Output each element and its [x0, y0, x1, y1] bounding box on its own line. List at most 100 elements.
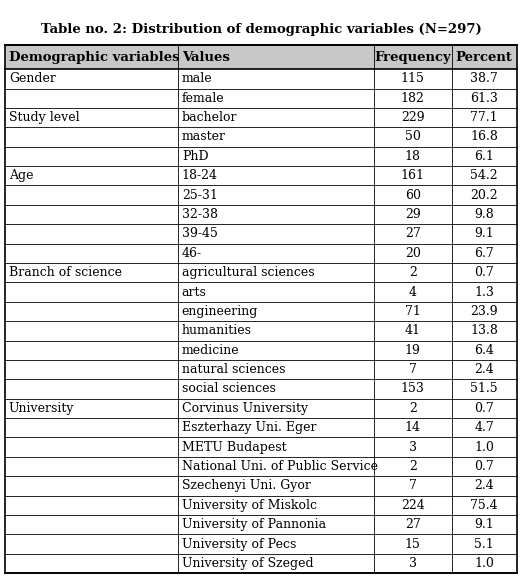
- Text: 2: 2: [409, 460, 417, 473]
- Text: University of Szeged: University of Szeged: [182, 557, 313, 570]
- Text: 0.7: 0.7: [474, 460, 494, 473]
- Text: male: male: [182, 73, 212, 85]
- Bar: [5, 495, 517, 515]
- Text: 6.1: 6.1: [474, 150, 494, 163]
- Bar: [5, 205, 517, 224]
- Text: 77.1: 77.1: [470, 111, 498, 124]
- Bar: [5, 437, 517, 457]
- Bar: [5, 554, 517, 573]
- Text: University of Miskolc: University of Miskolc: [182, 499, 317, 511]
- Text: 115: 115: [401, 73, 424, 85]
- Text: 1.3: 1.3: [474, 286, 494, 298]
- Text: 2: 2: [409, 402, 417, 415]
- Bar: [5, 108, 517, 127]
- Text: 0.7: 0.7: [474, 402, 494, 415]
- Bar: [5, 379, 517, 399]
- Text: 7: 7: [409, 479, 417, 492]
- Text: engineering: engineering: [182, 305, 258, 318]
- Bar: [5, 340, 517, 360]
- Text: Age: Age: [9, 169, 33, 182]
- Bar: [5, 45, 517, 69]
- Bar: [5, 69, 517, 89]
- Text: 20: 20: [405, 247, 421, 260]
- Text: 27: 27: [405, 228, 421, 240]
- Text: 54.2: 54.2: [470, 169, 498, 182]
- Text: 2.4: 2.4: [474, 363, 494, 376]
- Text: 7: 7: [409, 363, 417, 376]
- Text: Table no. 2: Distribution of demographic variables (N=297): Table no. 2: Distribution of demographic…: [41, 23, 481, 36]
- Text: 61.3: 61.3: [470, 92, 498, 105]
- Bar: [5, 282, 517, 302]
- Text: 229: 229: [401, 111, 424, 124]
- Bar: [5, 185, 517, 205]
- Text: University: University: [9, 402, 74, 415]
- Text: 20.2: 20.2: [470, 188, 498, 202]
- Text: 6.4: 6.4: [474, 344, 494, 357]
- Bar: [5, 89, 517, 108]
- Text: Values: Values: [182, 51, 230, 63]
- Text: 4: 4: [409, 286, 417, 298]
- Text: natural sciences: natural sciences: [182, 363, 286, 376]
- Text: 2.4: 2.4: [474, 479, 494, 492]
- Text: 60: 60: [405, 188, 421, 202]
- Text: 9.1: 9.1: [474, 518, 494, 531]
- Text: Eszterhazy Uni. Eger: Eszterhazy Uni. Eger: [182, 421, 316, 434]
- Text: Corvinus University: Corvinus University: [182, 402, 308, 415]
- Text: 0.7: 0.7: [474, 266, 494, 279]
- Text: 29: 29: [405, 208, 421, 221]
- Text: 18-24: 18-24: [182, 169, 218, 182]
- Bar: [5, 321, 517, 340]
- Text: 41: 41: [405, 324, 421, 338]
- Text: bachelor: bachelor: [182, 111, 238, 124]
- Text: 46-: 46-: [182, 247, 202, 260]
- Text: 23.9: 23.9: [470, 305, 498, 318]
- Text: arts: arts: [182, 286, 207, 298]
- Text: 9.8: 9.8: [474, 208, 494, 221]
- Text: 19: 19: [405, 344, 421, 357]
- Bar: [5, 535, 517, 554]
- Bar: [5, 360, 517, 379]
- Bar: [5, 399, 517, 418]
- Text: 39-45: 39-45: [182, 228, 218, 240]
- Text: National Uni. of Public Service: National Uni. of Public Service: [182, 460, 378, 473]
- Bar: [5, 224, 517, 244]
- Bar: [5, 147, 517, 166]
- Text: 6.7: 6.7: [474, 247, 494, 260]
- Text: 161: 161: [401, 169, 425, 182]
- Text: 3: 3: [409, 441, 417, 454]
- Text: Percent: Percent: [456, 51, 513, 63]
- Text: 224: 224: [401, 499, 424, 511]
- Text: 27: 27: [405, 518, 421, 531]
- Text: 18: 18: [405, 150, 421, 163]
- Text: agricultural sciences: agricultural sciences: [182, 266, 314, 279]
- Bar: [5, 127, 517, 147]
- Text: University of Pecs: University of Pecs: [182, 537, 296, 551]
- Text: humanities: humanities: [182, 324, 252, 338]
- Text: University of Pannonia: University of Pannonia: [182, 518, 326, 531]
- Text: 51.5: 51.5: [470, 382, 498, 396]
- Text: 1.0: 1.0: [474, 557, 494, 570]
- Text: 14: 14: [405, 421, 421, 434]
- Text: medicine: medicine: [182, 344, 240, 357]
- Bar: [5, 302, 517, 321]
- Bar: [5, 244, 517, 263]
- Text: 50: 50: [405, 131, 421, 143]
- Text: 182: 182: [401, 92, 424, 105]
- Bar: [5, 418, 517, 437]
- Text: 3: 3: [409, 557, 417, 570]
- Bar: [5, 476, 517, 495]
- Text: Study level: Study level: [9, 111, 79, 124]
- Bar: [5, 457, 517, 476]
- Text: 5.1: 5.1: [474, 537, 494, 551]
- Text: 13.8: 13.8: [470, 324, 498, 338]
- Bar: [5, 263, 517, 282]
- Text: Demographic variables: Demographic variables: [9, 51, 180, 63]
- Text: 32-38: 32-38: [182, 208, 218, 221]
- Text: PhD: PhD: [182, 150, 208, 163]
- Bar: [5, 166, 517, 185]
- Text: 71: 71: [405, 305, 421, 318]
- Text: Szechenyi Uni. Gyor: Szechenyi Uni. Gyor: [182, 479, 311, 492]
- Text: 4.7: 4.7: [474, 421, 494, 434]
- Text: Gender: Gender: [9, 73, 56, 85]
- Text: 16.8: 16.8: [470, 131, 498, 143]
